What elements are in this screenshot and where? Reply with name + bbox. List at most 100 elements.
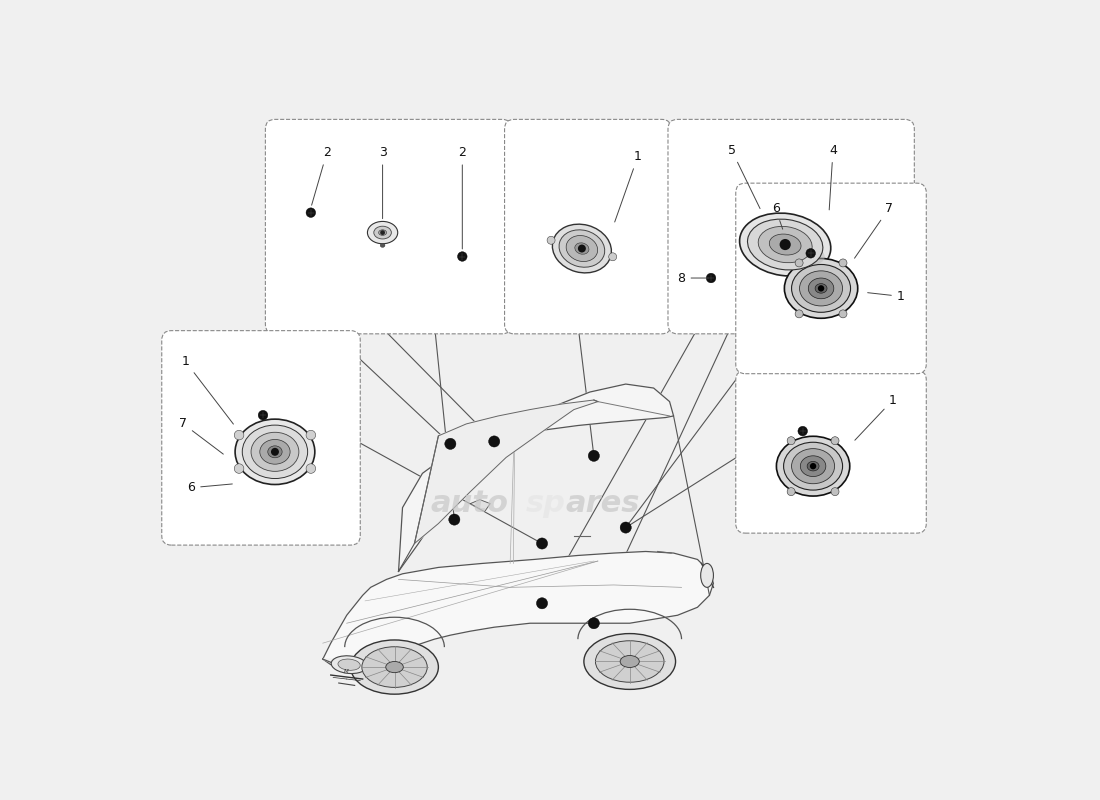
Circle shape — [537, 538, 548, 549]
Ellipse shape — [701, 563, 714, 587]
Polygon shape — [415, 400, 597, 543]
Ellipse shape — [374, 226, 392, 239]
Circle shape — [780, 239, 791, 250]
Circle shape — [830, 488, 839, 496]
Ellipse shape — [792, 265, 850, 312]
Circle shape — [306, 208, 316, 218]
Ellipse shape — [552, 224, 612, 273]
Circle shape — [830, 437, 839, 445]
FancyBboxPatch shape — [736, 370, 926, 533]
Text: 1: 1 — [615, 150, 641, 222]
Circle shape — [306, 430, 316, 440]
Ellipse shape — [559, 230, 605, 267]
Circle shape — [798, 426, 807, 436]
Circle shape — [839, 259, 847, 267]
Ellipse shape — [267, 446, 282, 458]
Polygon shape — [471, 500, 491, 512]
Ellipse shape — [378, 230, 386, 235]
Text: 1: 1 — [868, 290, 904, 303]
Circle shape — [537, 598, 548, 609]
Ellipse shape — [242, 425, 308, 478]
Circle shape — [488, 436, 499, 447]
Ellipse shape — [620, 655, 639, 667]
Text: 2: 2 — [459, 146, 466, 249]
Circle shape — [818, 285, 824, 291]
Circle shape — [839, 310, 847, 318]
Text: 2: 2 — [311, 146, 331, 206]
Ellipse shape — [815, 284, 827, 293]
Circle shape — [258, 410, 267, 420]
Ellipse shape — [807, 462, 820, 471]
Text: 8: 8 — [678, 271, 708, 285]
Text: 7: 7 — [855, 202, 893, 258]
FancyBboxPatch shape — [162, 330, 361, 545]
Circle shape — [779, 234, 789, 243]
Text: auto: auto — [430, 489, 508, 518]
Text: 5: 5 — [728, 144, 760, 209]
Ellipse shape — [808, 278, 834, 298]
Ellipse shape — [801, 456, 826, 477]
Circle shape — [458, 252, 468, 262]
Ellipse shape — [367, 222, 398, 244]
Ellipse shape — [758, 226, 812, 262]
Circle shape — [806, 249, 815, 258]
Ellipse shape — [783, 442, 843, 490]
Circle shape — [588, 618, 600, 629]
Ellipse shape — [739, 213, 830, 276]
Ellipse shape — [584, 634, 675, 690]
Ellipse shape — [769, 234, 801, 255]
Circle shape — [788, 488, 795, 496]
Ellipse shape — [566, 235, 597, 262]
Circle shape — [788, 437, 795, 445]
Ellipse shape — [331, 656, 367, 674]
Circle shape — [234, 430, 244, 440]
Circle shape — [706, 274, 716, 283]
Text: ares: ares — [565, 489, 640, 518]
Text: 4: 4 — [829, 144, 837, 210]
Circle shape — [608, 253, 617, 261]
Ellipse shape — [754, 238, 825, 267]
Text: 6: 6 — [187, 481, 232, 494]
Ellipse shape — [792, 449, 835, 484]
Circle shape — [306, 464, 316, 474]
Circle shape — [449, 514, 460, 525]
Ellipse shape — [235, 419, 315, 485]
Circle shape — [547, 236, 556, 244]
Polygon shape — [322, 659, 398, 673]
Circle shape — [381, 230, 385, 235]
Ellipse shape — [777, 436, 850, 496]
Text: sp: sp — [526, 489, 566, 518]
Ellipse shape — [251, 432, 299, 471]
Text: 3: 3 — [378, 146, 386, 218]
FancyBboxPatch shape — [505, 119, 671, 334]
Circle shape — [578, 245, 586, 253]
Text: 1: 1 — [855, 394, 896, 440]
Text: 6: 6 — [772, 202, 783, 229]
Circle shape — [810, 463, 816, 470]
Text: M: M — [343, 669, 349, 674]
FancyBboxPatch shape — [265, 119, 512, 334]
Circle shape — [444, 438, 455, 450]
Circle shape — [795, 310, 803, 318]
Circle shape — [234, 464, 244, 474]
Ellipse shape — [386, 662, 404, 673]
Polygon shape — [398, 384, 673, 571]
Ellipse shape — [595, 641, 664, 682]
Ellipse shape — [748, 219, 823, 270]
Circle shape — [620, 522, 631, 533]
Ellipse shape — [784, 258, 858, 318]
Text: 1: 1 — [182, 355, 233, 424]
Ellipse shape — [351, 640, 439, 694]
Ellipse shape — [800, 271, 843, 306]
Ellipse shape — [362, 646, 427, 687]
Ellipse shape — [575, 243, 589, 254]
Circle shape — [795, 259, 803, 267]
Text: 7: 7 — [179, 418, 223, 454]
Circle shape — [588, 450, 600, 462]
Ellipse shape — [338, 659, 360, 670]
FancyBboxPatch shape — [736, 183, 926, 374]
Circle shape — [271, 448, 279, 456]
Ellipse shape — [381, 243, 385, 247]
Ellipse shape — [260, 439, 290, 464]
FancyBboxPatch shape — [668, 119, 914, 334]
